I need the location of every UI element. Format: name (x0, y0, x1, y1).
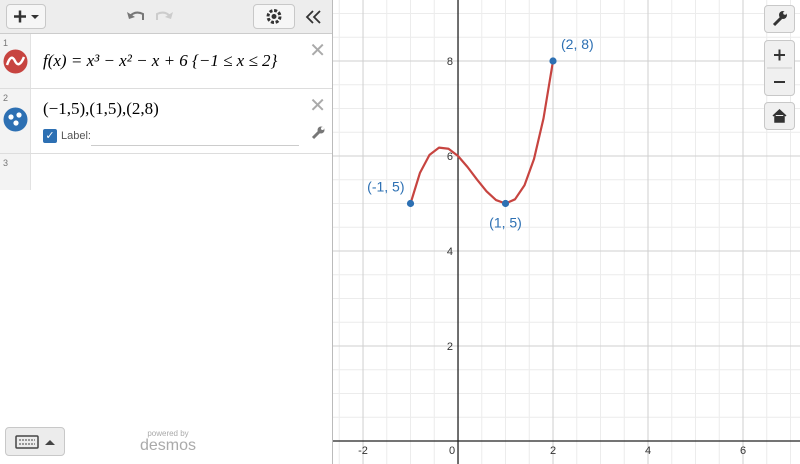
y-tick-label: 8 (447, 56, 453, 68)
index-number: 2 (3, 93, 9, 103)
label-option: Label: (61, 130, 91, 142)
wrench-icon (772, 11, 787, 27)
x-tick-label: 6 (740, 445, 746, 457)
wrench-button[interactable] (310, 125, 326, 141)
collapse-button[interactable] (305, 9, 323, 25)
y-tick-label: 2 (447, 341, 453, 353)
settings-button[interactable] (253, 4, 295, 29)
point-label: (2, 8) (561, 36, 594, 52)
toolbar (0, 0, 332, 34)
x-tick-label: 0 (449, 445, 455, 457)
label-input[interactable] (91, 145, 299, 146)
home-button[interactable] (764, 102, 795, 130)
delete-button[interactable]: ✕ (309, 40, 326, 62)
label-checkbox[interactable]: ✓ (43, 129, 57, 143)
x-tick-label: 2 (550, 445, 556, 457)
x-tick-label: 4 (645, 445, 651, 457)
expression-row[interactable]: 3 (0, 154, 332, 190)
graph-settings-button[interactable] (764, 5, 795, 33)
row-index: 3 (0, 154, 31, 190)
undo-redo[interactable] (125, 8, 175, 26)
expression-text: (−1,5),(1,5),(2,8) (43, 99, 159, 118)
index-number: 1 (3, 38, 9, 48)
branding-logo: desmos (139, 437, 197, 454)
keyboard-button[interactable] (5, 427, 65, 456)
x-tick-label: -2 (358, 445, 368, 457)
y-tick-label: 4 (447, 246, 453, 258)
add-icon (14, 10, 39, 23)
points-icon (3, 107, 28, 132)
point-label: (-1, 5) (367, 178, 404, 194)
branding-small: powered by (147, 429, 189, 438)
point (549, 57, 557, 65)
home-icon (772, 108, 787, 123)
y-tick-label: 6 (447, 151, 453, 163)
graph-paper: -2 0 2 4 6 2 4 6 8 (-1, 5) (1, 5) (2, 8) (333, 0, 800, 464)
expression-row[interactable]: 2 (−1,5),(1,5),(2,8) ✕ ✓ Label: (0, 89, 332, 154)
function-icon (3, 49, 28, 74)
zoom-icons[interactable] (765, 41, 794, 95)
keyboard-icon (15, 435, 55, 449)
expression-row[interactable]: 1 f(x) = x³ − x² − x + 6 {−1 ≤ x ≤ 2} ✕ (0, 34, 332, 89)
point-label: (1, 5) (489, 214, 522, 230)
expression-panel: 1 f(x) = x³ − x² − x + 6 {−1 ≤ x ≤ 2} ✕ … (0, 0, 333, 464)
curve (409, 60, 555, 205)
zoom-controls (764, 40, 795, 96)
index-number: 3 (3, 158, 9, 168)
gear-icon (266, 9, 282, 24)
add-button[interactable] (6, 4, 46, 29)
branding: powered by desmos (136, 429, 200, 455)
expression-text: f(x) = x³ − x² − x + 6 {−1 ≤ x ≤ 2} (43, 51, 278, 70)
delete-button[interactable]: ✕ (309, 95, 326, 117)
point (501, 199, 510, 208)
point (406, 199, 415, 208)
